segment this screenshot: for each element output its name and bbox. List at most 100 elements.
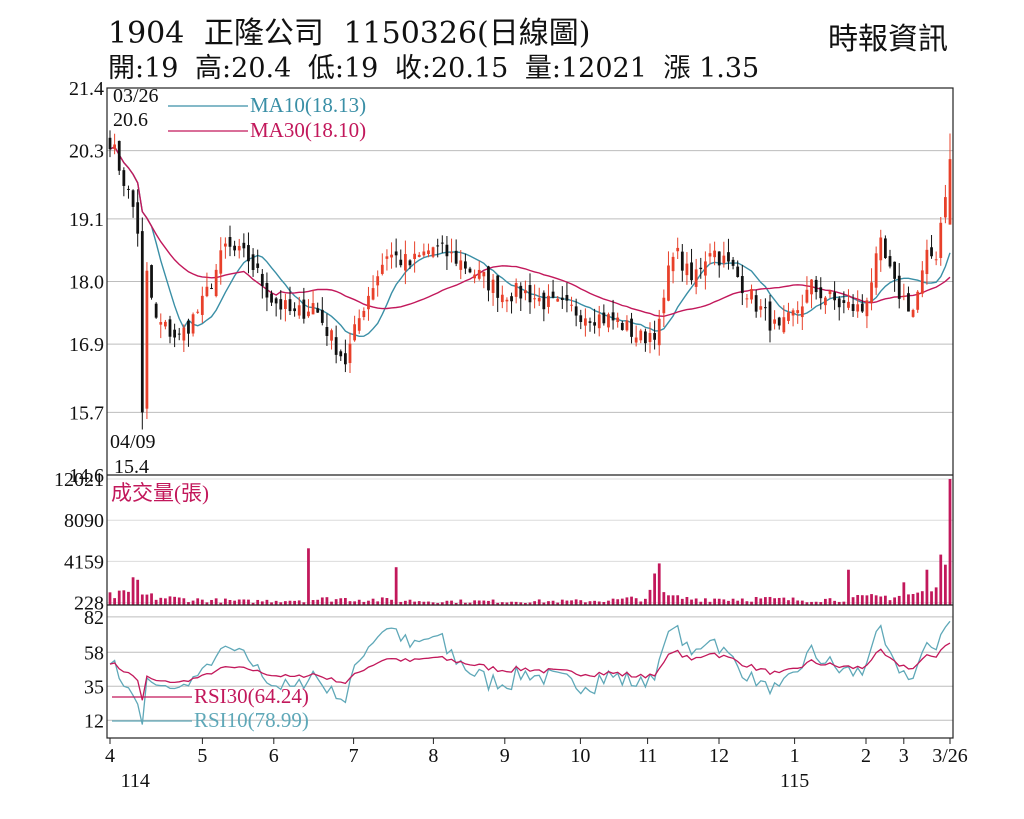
candle-body — [902, 295, 906, 297]
candle-body — [944, 197, 947, 218]
candle-body — [297, 305, 301, 316]
volume-bar — [699, 601, 703, 605]
volume-bar — [357, 599, 361, 605]
candle-body — [782, 317, 786, 333]
candle-body — [828, 290, 832, 295]
candle-body — [768, 301, 772, 331]
candle-body — [505, 299, 509, 302]
candle-body — [399, 259, 403, 266]
candle-body — [897, 275, 901, 299]
candle-body — [339, 351, 343, 357]
year-label: 114 — [121, 770, 150, 792]
rsi10-line — [109, 620, 951, 725]
volume-bar — [805, 602, 809, 605]
volume-bar — [740, 598, 744, 605]
candle-body — [496, 275, 500, 298]
candle-body — [279, 299, 283, 310]
candle-body — [320, 309, 324, 323]
candle-body — [584, 318, 587, 326]
candle-body — [200, 295, 204, 315]
candle-body — [477, 269, 481, 279]
candle-body — [893, 261, 896, 279]
x-tick-label: 3/26 — [932, 745, 968, 767]
volume-bar — [759, 598, 763, 605]
high-date-annotation: 03/26 — [113, 85, 159, 107]
volume-bar — [579, 600, 583, 605]
volume-bar — [348, 601, 352, 605]
volume-bar — [731, 598, 735, 605]
candle-body — [408, 260, 412, 266]
volume-bar — [367, 600, 370, 605]
volume-bar — [565, 600, 569, 605]
price-tick-label: 16.9 — [69, 334, 104, 356]
candle-body — [431, 247, 435, 257]
rsi10-legend-label: RSI10(78.99) — [194, 708, 309, 732]
candle-body — [122, 170, 126, 186]
candle-body — [293, 308, 296, 312]
volume-bar — [800, 600, 804, 605]
volume-bar — [256, 599, 260, 605]
volume-bar — [745, 601, 749, 605]
volume-bar — [948, 479, 952, 605]
chart-date: 1150326(日線圖) — [343, 16, 591, 51]
volume-bar — [856, 595, 860, 605]
candle-body — [274, 298, 278, 304]
company-name: 正隆公司 — [203, 16, 324, 51]
candle-body — [916, 291, 920, 310]
volume-bar — [159, 597, 163, 605]
volume-bar — [934, 587, 938, 605]
candle-body — [417, 254, 421, 257]
candle-body — [699, 267, 703, 270]
candle-body — [334, 337, 338, 355]
candle-body — [888, 256, 892, 267]
candle-body — [690, 262, 693, 281]
volume-bar — [819, 602, 823, 605]
ma30-line — [109, 145, 951, 318]
volume-bar — [237, 599, 241, 605]
volume-bar — [851, 597, 855, 605]
candle-body — [187, 320, 190, 334]
volume-bar — [644, 598, 647, 605]
volume-bar — [620, 598, 624, 605]
candle-body — [704, 261, 707, 276]
x-tick-label: 1 — [790, 745, 800, 767]
candle-body — [357, 318, 361, 331]
volume-bar — [320, 597, 324, 605]
volume-bar — [704, 598, 707, 605]
candle-body — [173, 329, 176, 338]
candle-body — [842, 300, 846, 303]
volume-bar — [524, 602, 527, 605]
candle-body — [593, 322, 596, 326]
volume-bar — [680, 598, 684, 605]
rsi-tick-label: 58 — [84, 642, 104, 664]
volume-bar — [228, 600, 232, 605]
volume-bar — [487, 600, 490, 605]
candle-body — [764, 307, 767, 309]
candle-body — [487, 266, 490, 291]
volume-bar — [888, 600, 892, 605]
candle-body — [787, 312, 790, 321]
volume-bar — [173, 596, 176, 605]
volume-bar — [307, 548, 310, 605]
x-tick-label: 2 — [861, 745, 871, 767]
volume-bar — [884, 595, 887, 605]
candle-body — [847, 301, 850, 308]
volume-bar — [431, 602, 435, 605]
volume-bar — [191, 600, 195, 605]
open-value: 開:19 — [108, 53, 179, 84]
candle-body — [265, 283, 269, 298]
candle-body — [713, 250, 716, 258]
volume-bar — [625, 597, 629, 605]
volume-bar — [200, 599, 204, 605]
volume-bar — [440, 602, 444, 605]
candle-body — [108, 137, 112, 150]
candle-body — [182, 327, 186, 341]
volume-bar — [662, 592, 666, 605]
volume-bar — [491, 599, 495, 605]
volume-bar — [925, 569, 929, 605]
candle-body — [791, 310, 795, 316]
candle-body — [362, 310, 366, 318]
candle-body — [454, 250, 458, 264]
volume-bar — [284, 601, 287, 605]
candle-body — [671, 256, 675, 272]
